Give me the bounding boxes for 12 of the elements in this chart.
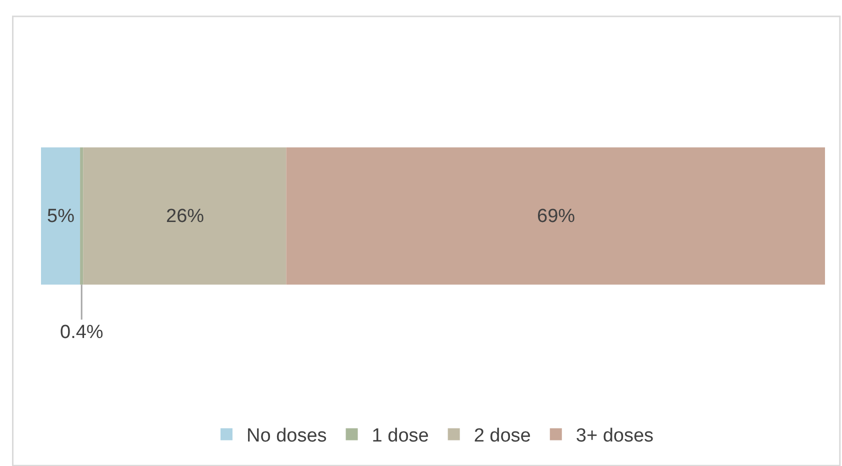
bar [41,147,80,285]
data-label: 0.4% [60,322,104,343]
bar [83,147,286,285]
bar [286,147,825,285]
data-label: 5% [47,206,75,227]
legend-label: No doses [246,426,327,447]
legend-label: 2 dose [474,426,531,447]
data-label: 69% [537,206,576,227]
legend-label: 3+ doses [576,426,654,447]
legend-label: 1 dose [372,426,429,447]
data-label: 26% [166,206,204,227]
bar [80,147,84,285]
